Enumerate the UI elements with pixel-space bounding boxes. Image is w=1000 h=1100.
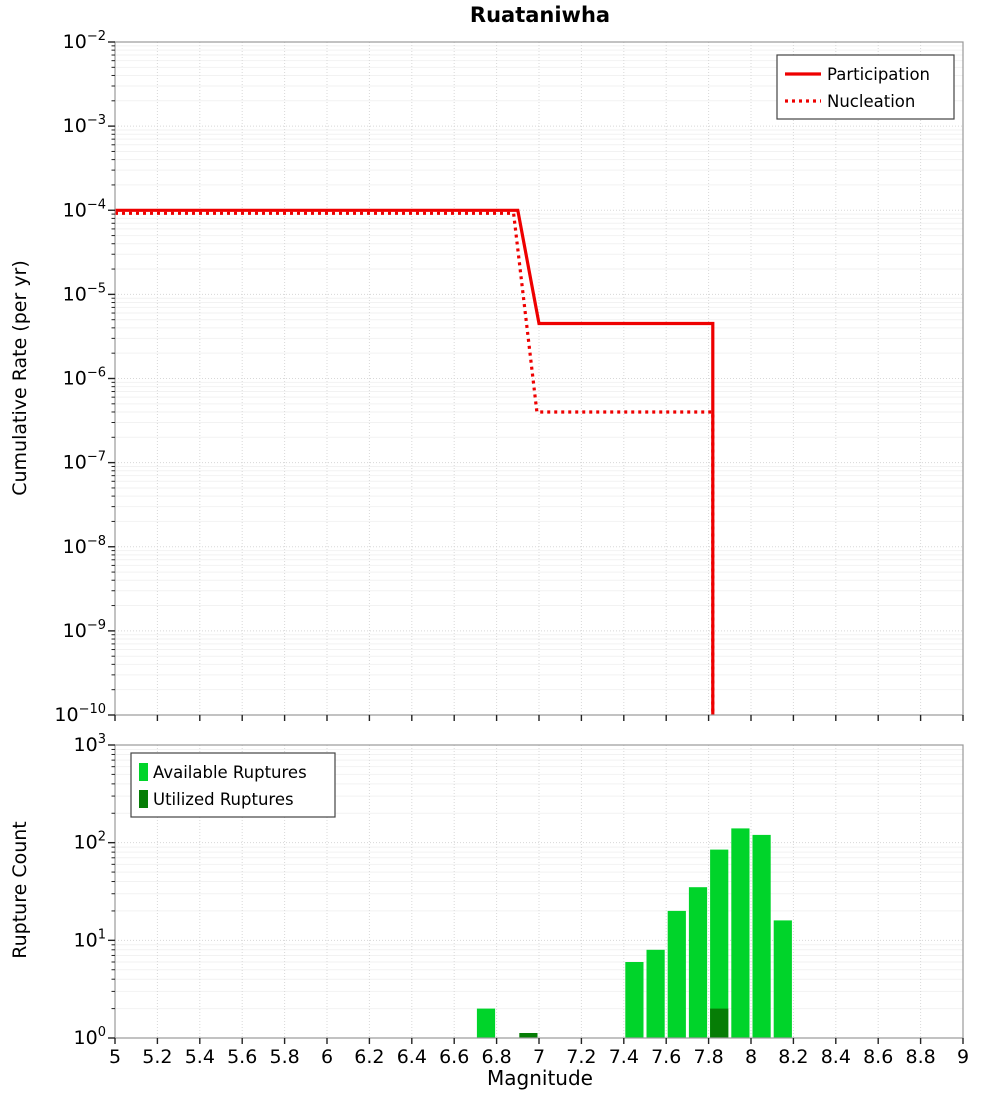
x-tick-label: 8 — [745, 1046, 757, 1068]
legend-label: Participation — [827, 65, 930, 84]
nucleation-line — [115, 211, 715, 715]
x-tick-label: 8.4 — [821, 1046, 851, 1068]
bar — [646, 949, 665, 1038]
bar — [667, 910, 686, 1038]
utilized-ruptures-bars — [519, 1008, 729, 1038]
y-tick-label: 10−7 — [63, 450, 106, 474]
y-tick-label: 102 — [74, 830, 106, 854]
x-tick-label: 9 — [957, 1046, 969, 1068]
grid — [114, 41, 964, 716]
bar — [752, 834, 771, 1038]
bar — [519, 1033, 538, 1038]
x-tick-label: 6.8 — [481, 1046, 511, 1068]
legend: Available Ruptures Utilized Ruptures — [130, 752, 336, 818]
legend-label: Nucleation — [827, 92, 915, 111]
y-tick-label: 103 — [74, 732, 106, 756]
rupture-count-chart: 5 5.2 5.4 5.6 5.8 6 6.2 6.4 6.6 6.8 7 7.2 7.4 7.6 7.8 8… — [74, 732, 970, 1068]
y-tick-label: 10−10 — [54, 702, 106, 726]
legend: Participation Nucleation — [776, 54, 955, 120]
bar — [731, 828, 750, 1038]
y-tick-label: 10−6 — [63, 366, 106, 390]
y-tick-label: 10−3 — [63, 113, 106, 137]
x-tick-label: 7.8 — [693, 1046, 723, 1068]
x-tick-label: 6.2 — [354, 1046, 384, 1068]
bar — [625, 962, 644, 1038]
x-tick-label: 8.6 — [863, 1046, 893, 1068]
legend-label: Available Ruptures — [153, 763, 307, 782]
y-tick-label: 10−9 — [63, 618, 106, 642]
y-tick-label: 10−8 — [63, 534, 106, 558]
legend-label: Utilized Ruptures — [153, 790, 294, 809]
bar — [773, 920, 792, 1038]
x-tick-label: 7 — [533, 1046, 545, 1068]
legend-swatch-available-ruptures — [139, 763, 148, 781]
available-ruptures-bars — [476, 828, 792, 1038]
x-tick-label: 8.8 — [905, 1046, 935, 1068]
legend-box — [130, 752, 336, 818]
bar — [710, 849, 729, 1038]
y-tick-label: 101 — [74, 927, 106, 951]
x-tick-label: 6.6 — [439, 1046, 469, 1068]
x-axis-label-magnitude: Magnitude — [487, 1066, 593, 1090]
x-tick-label: 6 — [321, 1046, 333, 1068]
y-tick-label: 10−2 — [63, 29, 106, 53]
bar — [476, 1008, 496, 1038]
bar — [688, 887, 708, 1038]
x-tick-label: 5 — [109, 1046, 121, 1068]
x-tick-label: 7.6 — [651, 1046, 681, 1068]
x-tick-label: 7.4 — [609, 1046, 639, 1068]
y-tick-label: 100 — [74, 1025, 106, 1049]
x-tick-label: 5.2 — [142, 1046, 172, 1068]
participation-line — [115, 208, 715, 715]
legend-swatch-utilized-ruptures — [139, 790, 148, 808]
chart-title: Ruataniwha — [469, 3, 611, 27]
grid — [114, 744, 964, 1039]
x-tick-label: 8.2 — [778, 1046, 808, 1068]
axes: 5 5.2 5.4 5.6 5.8 6 6.2 6.4 6.6 6.8 7 7.2 7.4 7.6 7.8 8… — [74, 732, 970, 1068]
x-tick-label: 5.4 — [185, 1046, 215, 1068]
x-tick-label: 6.4 — [397, 1046, 427, 1068]
participation-nucleation-chart: 10−10 10−9 10−8 10−7 10−6 10−5 10−4 10−3 10−2 Par… — [54, 29, 964, 726]
legend-box — [776, 54, 955, 120]
x-tick-label: 7.2 — [566, 1046, 596, 1068]
y-tick-label: 10−4 — [63, 197, 106, 221]
y-tick-label: 10−5 — [63, 281, 106, 305]
x-tick-label: 5.6 — [227, 1046, 257, 1068]
bar — [710, 1008, 729, 1038]
axes: 10−10 10−9 10−8 10−7 10−6 10−5 10−4 10−3 10−2 — [54, 29, 964, 726]
x-tick-label: 5.8 — [269, 1046, 299, 1068]
